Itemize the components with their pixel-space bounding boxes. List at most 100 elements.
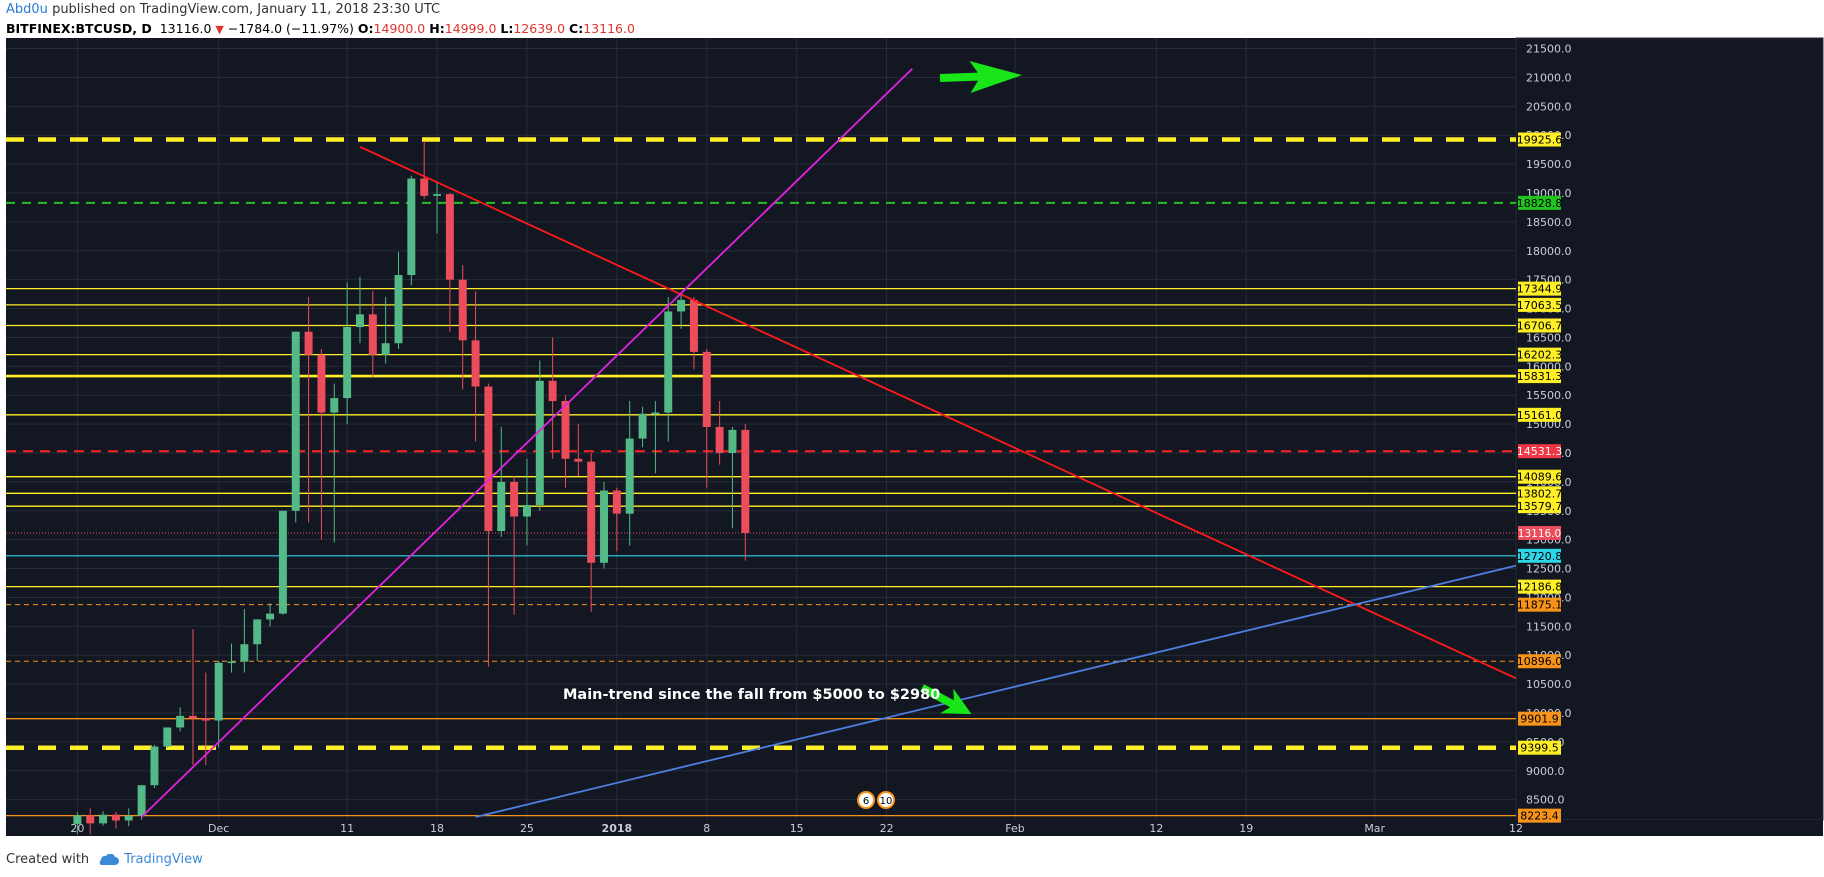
candle-body [124, 815, 133, 821]
y-tick-label: 9000.0 [1526, 765, 1565, 778]
last-price-bg [1518, 525, 1561, 540]
y-tick-label: 11500.0 [1526, 620, 1572, 633]
high-label: H: [429, 21, 445, 36]
candle-body [317, 354, 326, 413]
candle-body [189, 715, 197, 719]
level-label-text: 15831.3 [1517, 370, 1563, 383]
level-price-label: 8223.4 [1518, 808, 1561, 823]
low-label: L: [500, 21, 514, 36]
candle-body [574, 458, 583, 462]
candle-body [458, 279, 467, 341]
x-tick-label: Mar [1364, 822, 1385, 835]
y-tick-label: 10500.0 [1526, 678, 1572, 691]
level-price-label: 14531.3 [1517, 444, 1562, 459]
candle-body [587, 461, 596, 563]
red-descending-trendline [359, 145, 1517, 680]
level-label-bg [1518, 579, 1561, 594]
arrow-shape [939, 60, 1022, 93]
candle-body [227, 661, 236, 664]
level-price-label: 17344.9 [1517, 281, 1563, 296]
candle-body [240, 644, 249, 662]
price-axis-panel [1515, 37, 1824, 821]
candle-body [510, 481, 519, 517]
candle-body [291, 331, 300, 511]
horizontal-levels [6, 137, 1516, 817]
symbol-info-line: BITFINEX:BTCUSD, D 13116.0 ▼ −1784.0 (−1… [6, 21, 635, 36]
candle-body [484, 386, 493, 531]
candle-body [86, 815, 95, 824]
candle-body [689, 299, 698, 352]
candle-body [600, 490, 608, 563]
level-label-text: 10896.0 [1517, 655, 1563, 668]
level-price-label: 13579.7 [1517, 499, 1562, 514]
candles [73, 141, 750, 835]
candle-body [73, 815, 82, 824]
last-price-text: 13116.0 [1518, 528, 1561, 540]
level-label-bg [1518, 469, 1561, 484]
x-tick-label: 25 [520, 822, 534, 835]
x-tick-label: 2018 [602, 822, 633, 835]
x-tick-label: Dec [208, 822, 229, 835]
y-tick-label: 18000.0 [1526, 245, 1572, 258]
close-value: 13116.0 [583, 21, 635, 36]
published-text: published on TradingView.com, January 11… [52, 2, 441, 17]
level-price-label: 11875.1 [1517, 597, 1562, 612]
candle-body [535, 380, 544, 505]
y-tick-label: 15500.0 [1526, 389, 1572, 402]
level-label-bg [1518, 654, 1561, 669]
y-tick-label: 18500.0 [1526, 216, 1572, 229]
candle-body [253, 619, 262, 645]
candle-body [728, 429, 737, 453]
x-tick-label: 12 [1149, 822, 1163, 835]
symbol-label: BITFINEX:BTCUSD, D [6, 21, 152, 36]
candle-body [137, 785, 146, 816]
blue-main-trendline [475, 564, 1517, 818]
level-label-bg [1518, 486, 1561, 501]
candle-body [381, 343, 390, 355]
last-price: 13116.0 [159, 21, 212, 36]
last-price-label: 13116.0 [1518, 525, 1561, 540]
candle-body [638, 413, 647, 439]
level-price-label: 16706.7 [1517, 318, 1562, 333]
level-label-bg [1518, 444, 1561, 459]
level-price-label: 14089.6 [1517, 469, 1563, 484]
level-label-bg [1518, 195, 1561, 210]
level-label-bg [1518, 347, 1561, 362]
level-label-text: 8223.4 [1520, 810, 1559, 823]
level-label-text: 12186.8 [1517, 581, 1563, 594]
level-label-text: 17063.5 [1517, 299, 1563, 312]
publish-line: Abd0u published on TradingView.com, Janu… [6, 2, 440, 17]
candle-body [214, 662, 223, 721]
candle-body [433, 194, 442, 196]
down-triangle-icon: ▼ [215, 23, 224, 36]
level-label-bg [1518, 808, 1561, 823]
magenta-ascending-trendline [140, 68, 913, 818]
candle-body [343, 327, 352, 399]
open-label: O: [357, 21, 374, 36]
candle-body [266, 613, 275, 620]
level-label-bg [1518, 499, 1561, 514]
level-label-text: 14089.6 [1517, 471, 1563, 484]
level-price-label: 18828.8 [1517, 195, 1562, 210]
level-label-bg [1518, 369, 1561, 384]
y-tick-label: 21000.0 [1526, 71, 1572, 84]
candle-body [612, 490, 621, 514]
x-tick-label: 8 [703, 822, 710, 835]
price-change: −1784.0 (−11.97%) [227, 21, 354, 36]
event-badge-text: 6 [863, 796, 869, 807]
y-tick-label: 16500.0 [1526, 331, 1572, 344]
level-label-bg [1518, 597, 1561, 612]
x-tick-label: 12 [1509, 822, 1523, 835]
level-price-label: 10896.0 [1517, 654, 1563, 669]
candle-body [548, 380, 557, 401]
level-price-label: 15161.0 [1517, 407, 1562, 422]
candle-body [664, 311, 673, 413]
candle-body [150, 746, 159, 786]
tradingview-brand: TradingView [124, 852, 203, 867]
level-price-label: 9901.9 [1518, 711, 1561, 726]
level-label-text: 17344.9 [1517, 283, 1563, 296]
author-link[interactable]: Abd0u [6, 2, 48, 17]
candle-body [702, 351, 711, 427]
tradingview-logo[interactable]: TradingView [97, 852, 203, 867]
